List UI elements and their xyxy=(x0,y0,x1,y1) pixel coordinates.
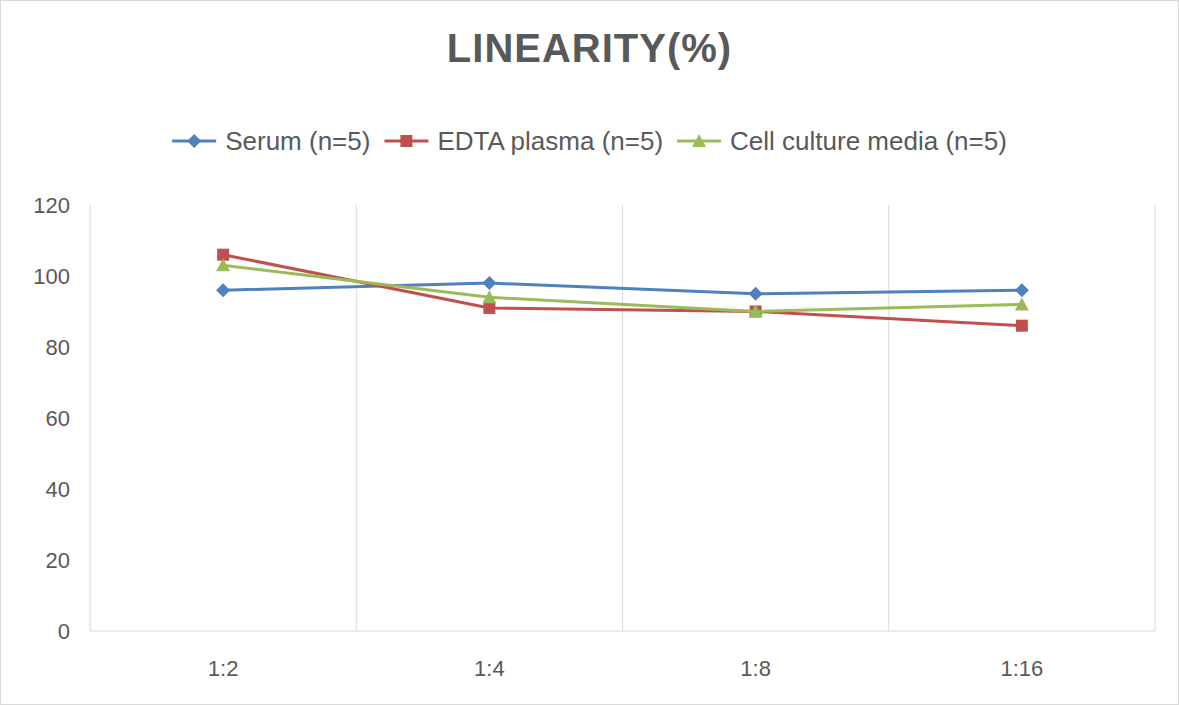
data-point xyxy=(1015,297,1029,310)
y-tick-label: 0 xyxy=(58,619,70,644)
data-point xyxy=(216,283,230,297)
y-tick xyxy=(86,347,90,348)
grid-line xyxy=(888,205,889,631)
series-line xyxy=(223,265,1022,311)
legend-item: Cell culture media (n=5) xyxy=(677,126,1007,156)
data-point xyxy=(483,302,495,314)
legend-label: Cell culture media (n=5) xyxy=(730,126,1007,156)
y-tick-label: 120 xyxy=(33,193,70,218)
grid-line xyxy=(1155,205,1156,631)
series-line xyxy=(223,255,1022,326)
y-tick xyxy=(86,489,90,490)
data-point xyxy=(482,290,496,303)
data-point xyxy=(1015,283,1029,297)
grid-line xyxy=(356,205,357,631)
x-tick-label: 1:2 xyxy=(208,656,239,681)
y-tick-label: 80 xyxy=(46,335,70,360)
chart: LINEARITY(%) 0 20 40 60 80 100 120 1:2 1:4 1:8 1:16… xyxy=(0,0,1179,705)
y-tick xyxy=(86,631,90,632)
legend-marker xyxy=(400,135,412,147)
legend-marker xyxy=(187,134,201,148)
legend-item: EDTA plasma (n=5) xyxy=(384,126,663,156)
data-point xyxy=(749,287,763,301)
y-tick xyxy=(86,560,90,561)
legend-label: EDTA plasma (n=5) xyxy=(437,126,663,156)
x-axis xyxy=(90,631,1155,632)
y-tick xyxy=(86,418,90,419)
x-tick-label: 1:16 xyxy=(1000,656,1043,681)
y-tick xyxy=(86,205,90,206)
title: LINEARITY(%) xyxy=(447,26,732,70)
y-tick xyxy=(86,276,90,277)
y-tick-label: 20 xyxy=(46,548,70,573)
legend: Serum (n=5) EDTA plasma (n=5) Cell culture… xyxy=(172,126,1007,156)
y-tick-label: 40 xyxy=(46,477,70,502)
legend-item: Serum (n=5) xyxy=(172,126,370,156)
legend-marker xyxy=(692,134,706,147)
x-tick-label: 1:4 xyxy=(474,656,505,681)
data-point xyxy=(749,305,763,318)
data-point xyxy=(1016,320,1028,332)
x-tick-label: 1:8 xyxy=(740,656,771,681)
background xyxy=(1,1,1179,705)
y-tick-label: 60 xyxy=(46,406,70,431)
data-point xyxy=(216,258,230,271)
data-point xyxy=(482,276,496,290)
plot-area xyxy=(216,249,1029,332)
grid-line xyxy=(622,205,623,631)
series-line xyxy=(223,283,1022,294)
y-tick-label: 100 xyxy=(33,264,70,289)
legend-label: Serum (n=5) xyxy=(225,126,370,156)
